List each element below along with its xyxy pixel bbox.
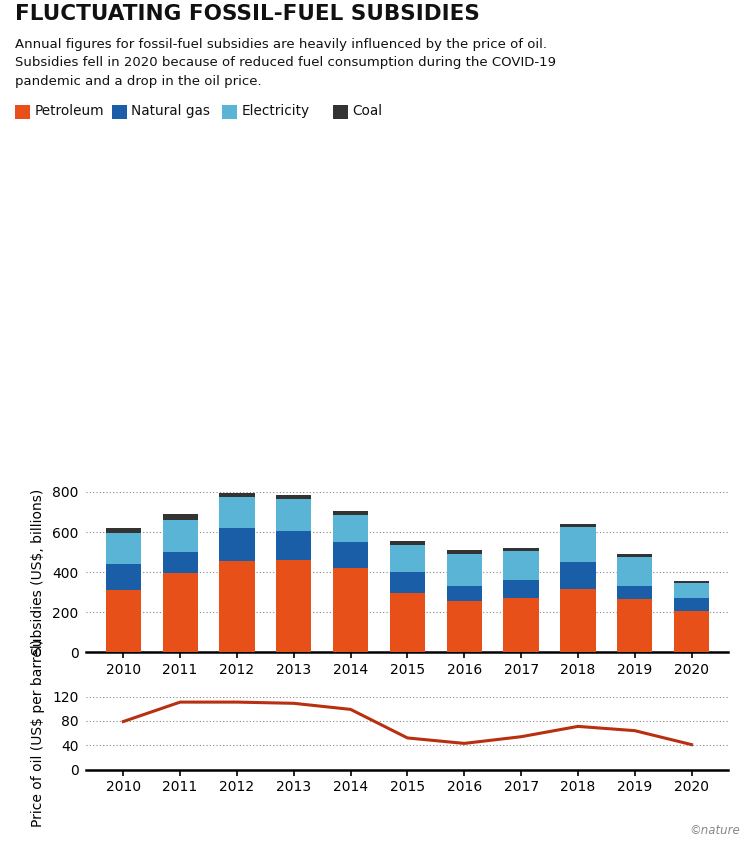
Text: Annual figures for fossil-fuel subsidies are heavily influenced by the price of : Annual figures for fossil-fuel subsidies… bbox=[15, 38, 556, 87]
Bar bbox=[503, 547, 538, 551]
Bar bbox=[560, 527, 596, 562]
Y-axis label: Subsidies (US$, billions): Subsidies (US$, billions) bbox=[32, 489, 45, 655]
Bar bbox=[390, 593, 425, 653]
Bar bbox=[333, 542, 368, 569]
Bar bbox=[447, 586, 482, 601]
Bar bbox=[674, 581, 709, 583]
Bar bbox=[503, 579, 538, 598]
Y-axis label: Price of oil (US$ per barrel): Price of oil (US$ per barrel) bbox=[32, 639, 45, 828]
Bar bbox=[219, 528, 255, 561]
Bar bbox=[276, 495, 312, 499]
Text: FLUCTUATING FOSSIL‑FUEL SUBSIDIES: FLUCTUATING FOSSIL‑FUEL SUBSIDIES bbox=[15, 4, 480, 24]
Bar bbox=[106, 590, 141, 653]
Bar bbox=[390, 542, 425, 546]
Bar bbox=[219, 561, 255, 653]
Bar bbox=[276, 499, 312, 531]
Bar bbox=[162, 574, 198, 653]
Bar bbox=[560, 562, 596, 590]
Text: Electricity: Electricity bbox=[242, 104, 310, 118]
Bar bbox=[162, 520, 198, 552]
Bar bbox=[447, 550, 482, 554]
Bar bbox=[390, 546, 425, 572]
Bar bbox=[447, 601, 482, 653]
Bar bbox=[219, 497, 255, 528]
Bar bbox=[106, 533, 141, 564]
Bar bbox=[333, 511, 368, 515]
Bar bbox=[560, 590, 596, 653]
Bar bbox=[162, 552, 198, 574]
Bar bbox=[390, 572, 425, 593]
Text: Natural gas: Natural gas bbox=[131, 104, 210, 118]
Bar bbox=[106, 528, 141, 533]
Bar bbox=[276, 531, 312, 560]
Bar bbox=[503, 551, 538, 579]
Bar bbox=[106, 564, 141, 590]
Bar bbox=[219, 493, 255, 497]
Bar bbox=[617, 554, 653, 557]
Text: ©nature: ©nature bbox=[689, 824, 740, 837]
Bar bbox=[617, 599, 653, 653]
Bar bbox=[503, 598, 538, 653]
Text: Coal: Coal bbox=[352, 104, 382, 118]
Bar bbox=[617, 586, 653, 599]
Bar bbox=[674, 598, 709, 611]
Bar bbox=[617, 557, 653, 586]
Bar bbox=[674, 583, 709, 598]
Bar bbox=[447, 554, 482, 586]
Bar bbox=[333, 569, 368, 653]
Bar bbox=[276, 560, 312, 653]
Bar bbox=[333, 515, 368, 542]
Text: Petroleum: Petroleum bbox=[35, 104, 104, 118]
Bar bbox=[674, 611, 709, 653]
Bar bbox=[162, 514, 198, 520]
Bar bbox=[560, 524, 596, 527]
